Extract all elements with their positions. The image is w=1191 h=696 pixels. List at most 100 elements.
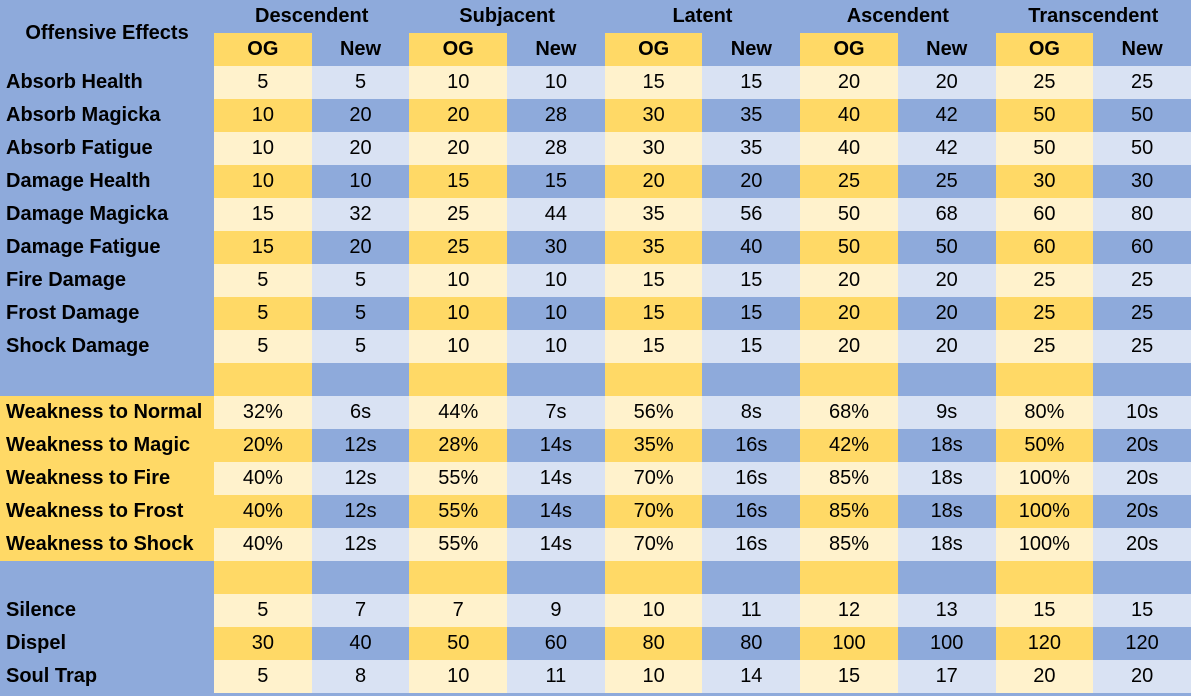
og-value-cell: 25 [995,330,1094,363]
table-row: Silence 5 7 7 9 10 11 12 13 15 15 [0,594,1191,627]
table-row: Absorb Fatigue 10 20 20 28 30 35 40 42 50 50 [0,132,1191,165]
og-value-cell: 44% [409,396,508,429]
new-value-cell: 18s [897,495,996,528]
og-value-cell: 55% [409,495,508,528]
og-value-cell: 10 [409,264,508,297]
og-value-cell: 5 [214,264,312,297]
table-row: Damage Fatigue 15 20 25 30 35 40 50 50 60 60 [0,231,1191,264]
new-value-cell: 20 [897,330,996,363]
new-value-cell: 50 [897,231,996,264]
og-value-cell [604,363,703,396]
og-value-cell: 55% [409,462,508,495]
table-row: Damage Magicka 15 32 25 44 35 56 50 68 60 80 [0,198,1191,231]
new-value-cell: 17 [897,660,996,693]
og-value-cell: 25 [800,165,898,198]
new-value-cell: 20 [897,66,996,99]
tier-header: Latent [604,0,801,33]
new-value-cell: 14s [507,528,605,561]
og-value-cell: 85% [800,495,898,528]
new-value-cell: 16s [702,528,801,561]
og-value-cell: 10 [214,132,312,165]
og-value-cell: 15 [995,594,1094,627]
og-value-cell: 25 [409,198,508,231]
og-value-cell: 10 [604,594,703,627]
og-value-cell: 5 [214,660,312,693]
og-value-cell: 42% [800,429,898,462]
new-value-cell: 44 [507,198,605,231]
new-value-cell: 25 [1093,66,1191,99]
new-value-cell: 12s [311,462,410,495]
table-row: Weakness to Normal 32% 6s 44% 7s 56% 8s 68% 9s 80… [0,396,1191,429]
og-value-cell: 28% [409,429,508,462]
og-value-cell: 30 [995,165,1094,198]
og-value-cell: 7 [409,594,508,627]
new-value-cell: 18s [897,429,996,462]
og-value-cell [995,561,1094,594]
new-value-cell: 13 [897,594,996,627]
og-value-cell: 5 [214,594,312,627]
new-value-cell: 40 [311,627,410,660]
new-value-cell [702,561,801,594]
new-value-cell [897,363,996,396]
new-value-cell: 12s [311,495,410,528]
new-value-cell: 5 [311,264,410,297]
og-value-cell: 40% [214,495,312,528]
og-value-cell: 35 [604,198,703,231]
new-value-cell: 14s [507,495,605,528]
new-value-cell: 25 [1093,330,1191,363]
og-value-cell: 60 [995,231,1094,264]
og-value-cell: 5 [214,66,312,99]
tier-header: Descendent [214,0,410,33]
row-label: Frost Damage [0,297,215,330]
new-value-cell: 50 [1093,99,1191,132]
new-value-cell: 15 [702,297,801,330]
og-value-cell: 32% [214,396,312,429]
new-value-cell: 15 [702,66,801,99]
og-value-cell: 20% [214,429,312,462]
new-value-cell: 20 [897,297,996,330]
new-value-cell [507,363,605,396]
og-value-cell: 80% [995,396,1094,429]
og-value-cell: 120 [995,627,1094,660]
og-value-cell: 15 [604,297,703,330]
og-value-cell: 10 [409,297,508,330]
new-value-cell: 8s [702,396,801,429]
new-value-cell: 9s [897,396,996,429]
og-value-cell: 10 [604,660,703,693]
og-value-cell: 15 [214,231,312,264]
row-label: Shock Damage [0,330,215,363]
new-value-cell [1093,363,1191,396]
og-value-cell: 100% [995,528,1094,561]
new-value-cell: 25 [1093,264,1191,297]
new-value-cell: 9 [507,594,605,627]
row-label: Soul Trap [0,660,215,693]
new-value-cell: 28 [507,99,605,132]
og-value-cell: 5 [214,330,312,363]
og-value-cell: 25 [995,66,1094,99]
new-value-cell: 50 [1093,132,1191,165]
new-value-cell: 42 [897,132,996,165]
new-value-cell: 25 [1093,297,1191,330]
new-value-cell: 15 [507,165,605,198]
og-value-cell: 20 [800,297,898,330]
new-value-cell: 30 [507,231,605,264]
new-value-cell: 20s [1093,495,1191,528]
new-value-cell: 15 [702,264,801,297]
new-value-cell [1093,561,1191,594]
og-value-cell: 35 [604,231,703,264]
new-value-cell: 16s [702,429,801,462]
new-value-cell: 20s [1093,462,1191,495]
og-value-cell: 40 [800,132,898,165]
table-row: Weakness to Frost 40% 12s 55% 14s 70% 16s 85% 18… [0,495,1191,528]
new-value-cell: 8 [311,660,410,693]
og-value-cell: 100% [995,495,1094,528]
new-value-cell: 7 [311,594,410,627]
table-row: Absorb Magicka 10 20 20 28 30 35 40 42 50 50 [0,99,1191,132]
new-column-header: New [897,33,996,66]
og-value-cell: 85% [800,462,898,495]
og-value-cell: 25 [995,297,1094,330]
new-value-cell: 20s [1093,429,1191,462]
spacer-row [0,561,1191,594]
og-value-cell [604,561,703,594]
row-label: Absorb Fatigue [0,132,215,165]
